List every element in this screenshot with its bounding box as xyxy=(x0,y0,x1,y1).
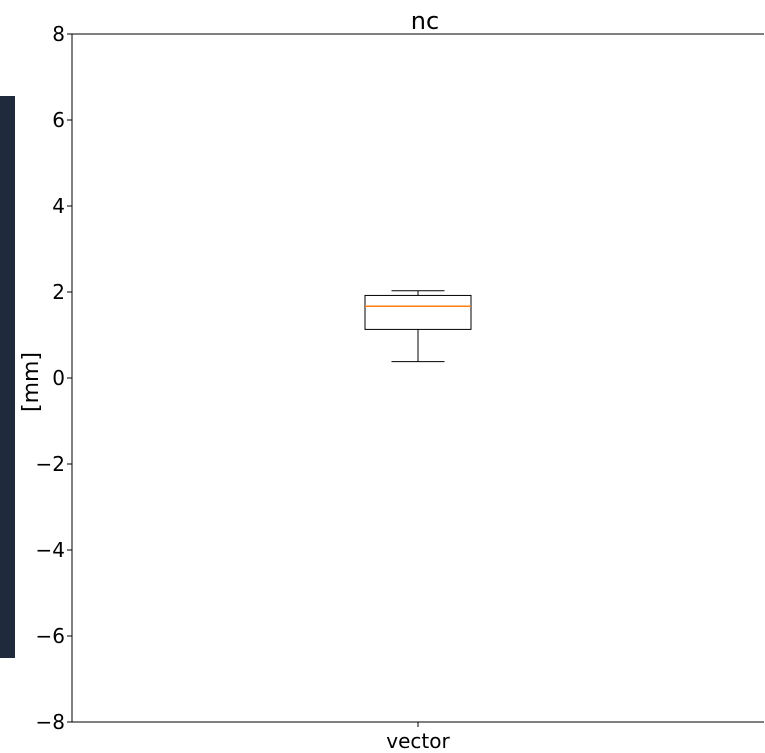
x-tick-label: vector xyxy=(386,729,450,753)
y-tick-label: 8 xyxy=(52,22,65,46)
y-axis-label: [mm] xyxy=(19,352,44,412)
plot-area: −8 −6 −4 −2 0 2 4 6 8 vector xyxy=(36,22,764,753)
y-tick-label: −4 xyxy=(36,538,65,562)
side-panel-strip xyxy=(0,96,15,658)
chart-title: nc xyxy=(411,7,439,35)
y-tick-label: 0 xyxy=(52,366,65,390)
y-tick-label: −2 xyxy=(36,452,65,476)
y-tick-label: 4 xyxy=(52,194,65,218)
y-tick-label: −6 xyxy=(36,624,65,648)
y-tick-label: 6 xyxy=(52,108,65,132)
y-tick-label: −8 xyxy=(36,710,65,734)
y-tick-label: 2 xyxy=(52,280,65,304)
box-iqr xyxy=(364,294,472,330)
